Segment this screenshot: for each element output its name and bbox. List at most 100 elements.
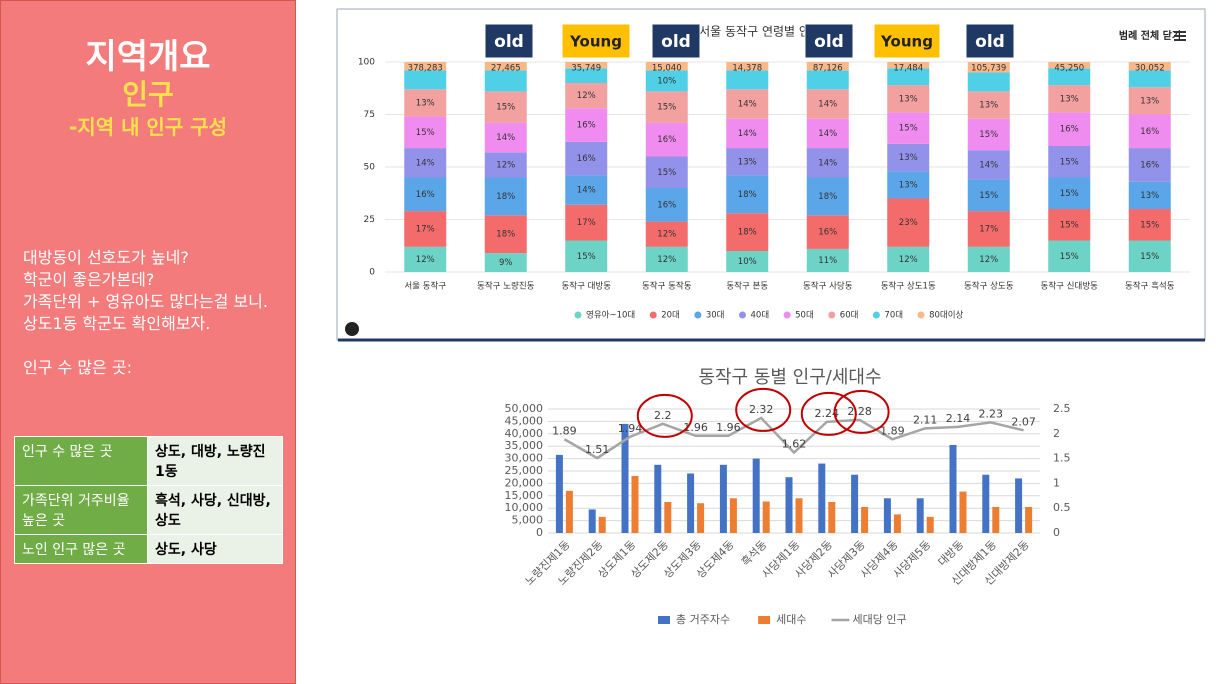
data-label: 2.28 <box>847 405 872 418</box>
badge-label: old <box>975 32 1005 52</box>
x-tick-label: 동작구 본동 <box>726 281 768 292</box>
data-label: 14% <box>818 100 837 110</box>
cell: 가족단위 거주비율 높은 곳 <box>14 485 148 535</box>
bar <box>1015 478 1023 533</box>
data-label: 18% <box>496 230 515 240</box>
bar <box>598 516 606 533</box>
y2-tick-label: 0 <box>1053 526 1060 539</box>
logo-icon <box>345 322 359 336</box>
bar <box>1025 506 1033 533</box>
legend-label: 50대 <box>795 311 814 321</box>
data-label: 16% <box>657 200 676 210</box>
highlight-circle <box>833 389 890 434</box>
y-tick-label: 45,000 <box>505 414 544 427</box>
legend-label: 30대 <box>706 311 725 321</box>
data-label: 14% <box>738 100 757 110</box>
y-tick-label: 50,000 <box>505 402 544 415</box>
bar-segment <box>404 148 447 178</box>
y-tick-label: 5,000 <box>512 514 544 527</box>
badge-label: Young <box>880 33 933 51</box>
data-label: 12% <box>899 255 918 265</box>
bar-segment <box>404 177 447 212</box>
data-label: 12% <box>577 91 596 101</box>
note: 인구 수 많은 곳: <box>23 358 132 377</box>
bar-segment <box>645 70 688 92</box>
y2-tick-label: 0.5 <box>1053 501 1071 514</box>
data-label: 14% <box>416 158 435 168</box>
x-tick-label: 동작구 노량진동 <box>477 281 535 292</box>
note: 가족단위 + 영유아도 많다는걸 보니. <box>23 292 268 311</box>
bar-segment <box>887 68 930 86</box>
y2-tick-label: 1.5 <box>1053 452 1071 465</box>
bar-segment <box>484 177 527 216</box>
data-label: 16% <box>577 121 596 131</box>
data-label: 2.11 <box>913 413 938 426</box>
bar-segment <box>484 122 527 153</box>
bar-segment <box>404 89 447 117</box>
data-label: 15% <box>577 252 596 262</box>
data-label: 18% <box>738 190 757 200</box>
bar-segment <box>565 62 608 69</box>
legend-swatch <box>574 311 582 319</box>
data-label: 15% <box>1060 157 1079 167</box>
bar-segment <box>1128 148 1171 182</box>
bar-segment <box>726 251 769 272</box>
bar-segment <box>806 148 849 178</box>
bar-segment <box>1048 240 1091 272</box>
bar-segment <box>404 211 447 247</box>
bar-segment <box>484 253 527 272</box>
total-label: 14,378 <box>732 64 762 74</box>
cell: 인구 수 많은 곳 <box>14 436 148 486</box>
data-label: 15% <box>1140 252 1159 262</box>
data-label: 2.24 <box>815 407 840 420</box>
bar-segment <box>887 112 930 144</box>
y-tick-label: 25,000 <box>505 464 544 477</box>
bar-segment <box>1048 112 1091 146</box>
bar-segment <box>967 91 1010 119</box>
data-label: 15% <box>979 191 998 201</box>
data-label: 14% <box>979 160 998 170</box>
data-label: 10% <box>657 76 676 86</box>
data-label: 2.14 <box>946 412 971 425</box>
legend-swatch <box>658 616 670 624</box>
data-label: 13% <box>899 94 918 104</box>
data-label: 2.32 <box>749 403 774 416</box>
bar-segment <box>404 70 447 90</box>
bar <box>992 506 1000 533</box>
notes: 대방동이 선호도가 높네? 학군이 좋은가본데? 가족단위 + 영유아도 많다는… <box>23 247 268 379</box>
bar <box>926 516 934 533</box>
bar-segment <box>726 175 769 214</box>
badge-label: old <box>661 32 691 52</box>
total-label: 27,465 <box>491 64 521 74</box>
bar-segment <box>967 150 1010 180</box>
bar-segment <box>967 211 1010 247</box>
legend-label: 40대 <box>751 311 770 321</box>
legend-swatch <box>739 311 746 319</box>
data-label: 18% <box>818 192 837 202</box>
bar-segment <box>726 118 769 149</box>
total-label: 15,040 <box>652 64 682 74</box>
bar-segment <box>726 213 769 251</box>
data-label: 17% <box>577 218 596 228</box>
y-tick-label: 0 <box>369 268 375 278</box>
bar-segment <box>484 91 527 123</box>
bar-segment <box>1048 68 1091 86</box>
bar-segment <box>806 118 849 149</box>
badge <box>484 23 534 59</box>
data-label: 1.62 <box>782 438 807 451</box>
data-label: 17% <box>979 224 998 234</box>
bar-segment <box>967 72 1010 92</box>
x-tick-label: 동작구 상도1동 <box>881 281 936 292</box>
menu-icon[interactable] <box>1174 31 1186 41</box>
bar-segment <box>484 62 527 71</box>
bar-segment <box>806 62 849 71</box>
bar-segment <box>404 246 447 272</box>
bar-segment <box>645 91 688 123</box>
summary-table: 인구 수 많은 곳 상도, 대방, 노량진1동 가족단위 거주비율 높은 곳 흑석,… <box>14 436 283 564</box>
bar <box>861 506 869 533</box>
bar <box>752 458 760 533</box>
legend-toggle[interactable]: 범례 전체 닫기 <box>1119 29 1181 42</box>
bar-segment <box>726 70 769 90</box>
